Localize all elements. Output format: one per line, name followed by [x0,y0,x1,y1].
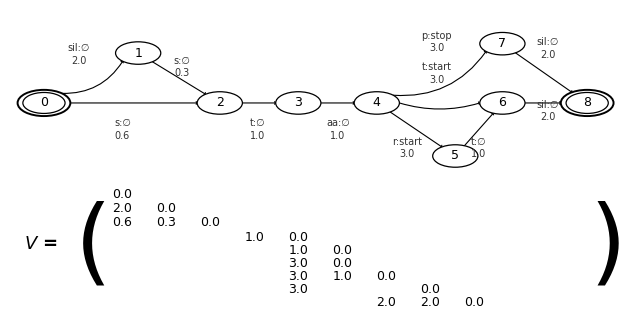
Circle shape [480,32,525,55]
Circle shape [561,90,614,116]
Text: 1.0: 1.0 [244,231,264,244]
Text: 7: 7 [499,37,506,50]
Text: 1.0: 1.0 [288,244,308,257]
Text: sil:∅
2.0: sil:∅ 2.0 [67,43,90,66]
Circle shape [480,92,525,114]
Text: 0.0: 0.0 [420,283,440,296]
Text: 2.0: 2.0 [112,202,133,215]
Text: 1.0: 1.0 [332,270,352,283]
Circle shape [433,145,478,167]
Text: 0.0: 0.0 [288,231,308,244]
Text: 3.0: 3.0 [288,283,308,296]
Text: 8: 8 [583,96,591,110]
Text: s:∅
0.3: s:∅ 0.3 [174,56,190,78]
Text: 0.0: 0.0 [112,188,133,201]
Text: 0.0: 0.0 [464,296,484,309]
Text: sil:∅
2.0: sil:∅ 2.0 [536,37,559,60]
Text: 6: 6 [499,96,506,110]
Text: 0.0: 0.0 [200,217,220,229]
Text: r:start
3.0: r:start 3.0 [392,137,422,159]
Text: 0.0: 0.0 [332,257,352,270]
Text: 0: 0 [40,96,48,110]
Text: 4: 4 [373,96,381,110]
Text: ): ) [590,201,626,292]
Text: (: ( [75,201,111,292]
Text: 2.0: 2.0 [420,296,440,309]
Text: 3: 3 [295,96,302,110]
Text: 0.0: 0.0 [156,202,176,215]
Text: 5: 5 [452,149,459,163]
Text: aa:∅
1.0: aa:∅ 1.0 [326,118,350,141]
Text: t:∅
1.0: t:∅ 1.0 [471,137,486,159]
Circle shape [197,92,242,114]
Circle shape [354,92,399,114]
Text: sil:∅
2.0: sil:∅ 2.0 [536,100,559,122]
Circle shape [18,90,70,116]
Circle shape [116,42,161,64]
Text: 0.0: 0.0 [332,244,352,257]
Text: t:start
3.0: t:start 3.0 [421,62,452,85]
Text: 3.0: 3.0 [288,270,308,283]
Text: $V$ =: $V$ = [24,235,58,253]
Text: 0.6: 0.6 [112,217,133,229]
Text: p:stop
3.0: p:stop 3.0 [421,31,452,53]
Text: 0.3: 0.3 [156,217,176,229]
Text: 1: 1 [134,46,142,60]
Text: 2.0: 2.0 [376,296,396,309]
Circle shape [276,92,321,114]
Text: 3.0: 3.0 [288,257,308,270]
Text: s:∅
0.6: s:∅ 0.6 [114,118,131,141]
Text: 2: 2 [216,96,224,110]
Text: t:∅
1.0: t:∅ 1.0 [250,118,265,141]
Text: 0.0: 0.0 [376,270,396,283]
